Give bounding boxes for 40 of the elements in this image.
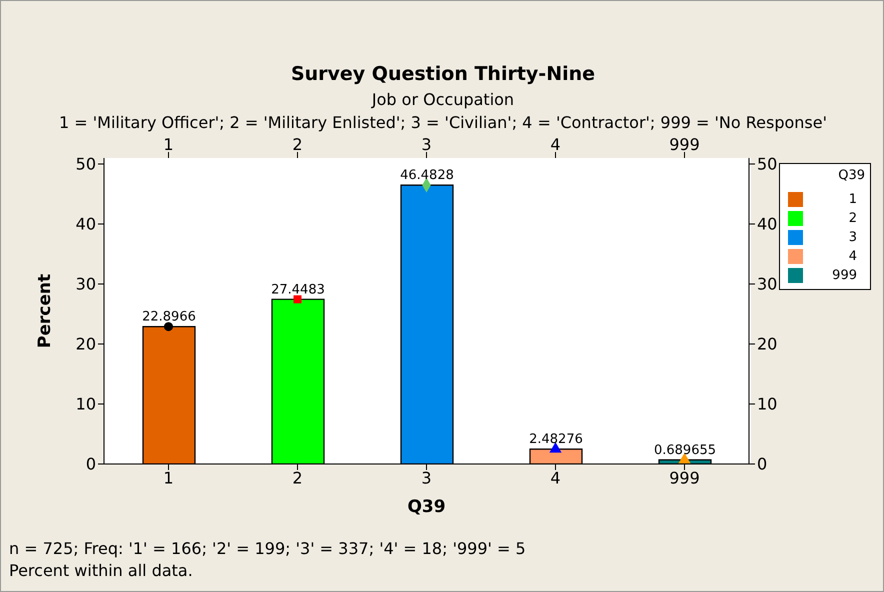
y2-tick-label: 20 [757, 334, 778, 354]
y-tick-label: 10 [76, 394, 96, 414]
category-label: 4 [848, 249, 857, 264]
chart-title: Survey Question Thirty-Nine [290, 63, 596, 85]
y-axis-title: Percent [35, 274, 56, 348]
text: 1 = 'Military Officer'; 2 = 'Military Enlisted'; 3 = 'Civilian'; 4 = 'Contractor'; 999 = 'No Response' [58, 113, 828, 132]
legend-label: 999 [831, 267, 857, 285]
x-tick-label: 3 [421, 135, 432, 154]
y2-tick-label: 50 [757, 154, 778, 174]
category-label: 2 [848, 211, 857, 226]
y-tick-label: 50 [76, 154, 96, 174]
category-label: 3 [848, 230, 857, 245]
x-axis-title: Q39 [407, 497, 446, 517]
y2-tick-label: 0 [757, 454, 768, 474]
legend-label: 1 [163, 468, 174, 488]
y2-tick-label: 10 [757, 394, 778, 414]
y-tick-label: 0 [86, 454, 96, 474]
x-tick-label: 999 [669, 135, 700, 154]
x-tick-label: 4 [550, 135, 561, 154]
y2-tick-label: 30 [757, 274, 778, 294]
category-label: 1 [848, 192, 857, 207]
legend-label: 3 [421, 468, 432, 488]
chart-subtitle: Job or Occupation [370, 90, 516, 109]
data-label: 2.48276 [529, 432, 583, 448]
text: 999 [669, 468, 700, 488]
legend-title: Q39 [837, 168, 865, 183]
x-tick-label: 2 [292, 135, 303, 154]
data-label: 22.8966 [142, 310, 196, 325]
y-tick-label: 30 [76, 274, 96, 294]
legend-label: 2 [292, 468, 303, 488]
x-tick-label: 1 [163, 135, 174, 154]
y2-tick-label: 40 [757, 214, 778, 234]
y-tick-label: 40 [76, 214, 96, 234]
legend-label: 4 [550, 468, 561, 488]
data-label: 0.689655 [654, 442, 716, 458]
data-label: 46.4828 [400, 168, 454, 184]
data-label: 27.4483 [271, 282, 325, 298]
text: n = 725; Freq: '1' = 166; '2' = 199; '3' = 337; '4' = 18; '999' = 5 [9, 538, 526, 560]
y-tick-label: 20 [76, 334, 96, 354]
text: Percent within all data. [9, 560, 194, 582]
